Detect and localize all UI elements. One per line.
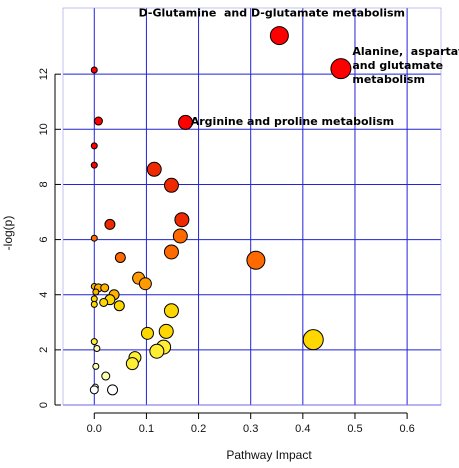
annotation-line: D-Glutamine and D-glutamate metabolism	[139, 6, 405, 19]
y-tick-label: 6	[38, 237, 50, 243]
data-point	[113, 300, 125, 312]
annotation-line: Alanine, aspartate	[352, 45, 459, 58]
data-point	[92, 288, 100, 296]
data-point	[269, 26, 289, 46]
data-point	[163, 244, 179, 260]
data-point	[92, 362, 100, 370]
y-tick-label: 4	[38, 292, 50, 298]
y-tick-label: 10	[38, 123, 50, 135]
annotation-line: Arginine and proline metabolism	[191, 115, 394, 128]
data-point	[89, 385, 99, 395]
y-tick-label: 2	[38, 347, 50, 353]
data-point	[140, 326, 154, 340]
x-tick-label: 0.3	[243, 423, 258, 435]
plot-frame	[62, 7, 442, 406]
data-point	[93, 344, 101, 352]
y-axis-label: -log(p)	[1, 216, 15, 251]
data-point	[99, 297, 109, 307]
point-annotation: D-Glutamine and D-glutamate metabolism	[139, 6, 405, 19]
point-annotation: Arginine and proline metabolism	[191, 115, 394, 128]
y-axis-ticks: 0 2 4 6 8 10 12	[38, 68, 61, 408]
x-tick-label: 0.6	[399, 423, 414, 435]
data-point	[172, 228, 188, 244]
x-axis-label: Pathway Impact	[226, 448, 312, 462]
data-point	[107, 384, 119, 396]
x-axis-ticks: 0.0 0.1 0.2 0.3 0.4 0.5 0.6	[87, 412, 415, 435]
data-point	[246, 250, 266, 270]
data-point	[90, 300, 98, 308]
plot-area-border	[62, 7, 442, 406]
data-point	[90, 338, 98, 346]
data-point	[163, 303, 179, 319]
x-tick-label: 0.2	[191, 423, 206, 435]
data-point	[90, 234, 98, 242]
annotation-line: metabolism	[352, 73, 425, 86]
data-point	[174, 212, 190, 228]
y-tick-label: 0	[38, 402, 50, 408]
data-point	[90, 161, 98, 169]
data-point	[138, 277, 152, 291]
data-point	[158, 323, 174, 339]
y-tick-label: 8	[38, 181, 50, 187]
data-point	[330, 58, 352, 80]
x-tick-label: 0.4	[295, 423, 310, 435]
data-points	[89, 26, 352, 396]
data-point	[100, 283, 110, 293]
x-tick-label: 0.0	[87, 423, 102, 435]
point-annotation: Alanine, aspartateand glutamatemetabolis…	[352, 45, 459, 86]
data-point	[93, 116, 103, 126]
x-tick-label: 0.5	[347, 423, 362, 435]
data-point	[149, 343, 165, 359]
grid-lines	[63, 8, 441, 406]
data-point	[114, 252, 126, 264]
data-point	[101, 371, 111, 381]
y-tick-label: 12	[38, 68, 50, 80]
data-point	[90, 66, 98, 74]
data-point	[178, 114, 194, 130]
annotations: D-Glutamine and D-glutamate metabolism Al…	[139, 6, 459, 128]
annotation-line: and glutamate	[352, 59, 443, 72]
x-tick-label: 0.1	[139, 423, 154, 435]
data-point	[302, 329, 324, 351]
data-point	[90, 142, 98, 150]
data-point	[146, 161, 162, 177]
data-point	[125, 357, 139, 371]
data-point	[163, 177, 179, 193]
data-point	[104, 218, 116, 230]
